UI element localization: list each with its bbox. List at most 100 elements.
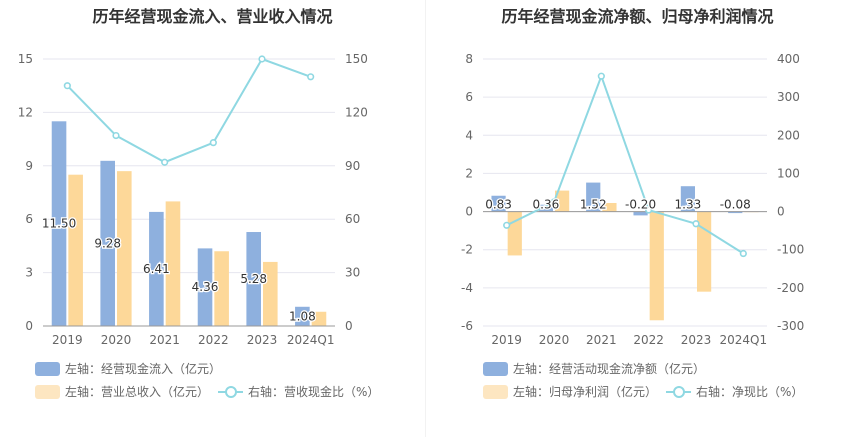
bar (165, 201, 181, 326)
line-point (550, 198, 558, 206)
legend-item-line[interactable]: 右轴：营收现金比（%） (218, 383, 379, 400)
series-line (66, 57, 312, 164)
y-left-tick-label: 2 (465, 166, 473, 180)
legend-item-bar2[interactable]: 左轴：营业总收入（亿元） (35, 383, 209, 400)
y-right-tick-label: -300 (777, 319, 804, 333)
legend-label: 左轴：经营活动现金流净额（亿元） (513, 362, 706, 376)
x-tick-label: 2024Q1 (287, 333, 335, 347)
line-point (258, 55, 266, 63)
x-tick-label: 2021 (586, 333, 617, 347)
bar (491, 195, 506, 212)
x-tick-label: 2023 (247, 333, 278, 347)
legend-label: 右轴：净现比（%） (696, 385, 804, 399)
bar (263, 261, 278, 326)
chart-title: 历年经营现金流净额、归母净利润情况 (501, 7, 774, 26)
chart-panel-right: 历年经营现金流净额、归母净利润情况 -6 -4 -2 0 2 4 6 8 -300 -200 -10… (425, 0, 850, 437)
line-point (112, 131, 120, 140)
y-right-tick-label: 60 (345, 212, 360, 226)
y-right-tick-label: -200 (777, 281, 804, 295)
data-label: -0.20 (625, 198, 656, 212)
line-point (307, 73, 315, 81)
legend-swatch-icon (35, 361, 60, 376)
bar (728, 211, 743, 214)
bar (149, 211, 164, 326)
bar (555, 190, 570, 212)
y-left-tick-label: 4 (465, 128, 473, 142)
legend-label: 右轴：营收现金比（%） (248, 385, 380, 399)
x-tick-label: 2022 (633, 333, 664, 347)
legend-label: 左轴：经营现金流入（亿元） (65, 362, 222, 376)
y-right-tick-label: 200 (777, 128, 800, 142)
bar (100, 160, 115, 326)
bar (246, 232, 261, 326)
x-tick-label: 2020 (539, 333, 570, 347)
y-left-tick-label: 8 (465, 52, 473, 66)
series-line (506, 73, 744, 255)
legend-item-bar2[interactable]: 左轴：归母净利润（亿元） (483, 383, 657, 400)
y-right-tick-label: 30 (345, 266, 360, 280)
legend-swatch-icon (483, 361, 508, 376)
y-right-tick-label: 400 (777, 52, 800, 66)
x-tick-label: 2019 (52, 333, 83, 347)
y-left-tick-label: 9 (25, 159, 33, 173)
x-tick-label: 2023 (681, 333, 712, 347)
legend-item-bar1[interactable]: 左轴：经营活动现金流净额（亿元） (483, 360, 705, 377)
y-left-tick-label: 3 (25, 266, 33, 280)
bar (633, 211, 648, 216)
data-label: 0.83 (485, 198, 512, 212)
legend-label: 左轴：营业总收入（亿元） (65, 385, 210, 399)
line-point (209, 139, 217, 147)
line-point (645, 206, 653, 214)
y-left-tick-label: 0 (465, 205, 473, 219)
data-label: -0.08 (720, 198, 751, 212)
data-label: 9.28 (94, 236, 121, 250)
bar (68, 174, 83, 326)
data-label: 5.28 (240, 272, 267, 286)
y-left-tick-label: 6 (25, 212, 33, 226)
bar (51, 121, 67, 326)
bar (586, 182, 601, 212)
data-label: 0.36 (533, 198, 560, 212)
chart-panel-left: 历年经营现金流入、营业收入情况 0 3 6 9 12 15 0 30 60 90 120 150 201… (18, 7, 380, 400)
y-right-tick-label: 100 (777, 166, 800, 180)
line-point (161, 158, 169, 166)
data-label: 4.36 (192, 280, 219, 294)
line-point (63, 82, 71, 90)
legend-line-icon (666, 385, 691, 399)
line-point (739, 249, 747, 258)
y-right-tick-label: 300 (777, 90, 800, 104)
bar (680, 186, 695, 212)
y-left-tick-label: 15 (18, 52, 33, 66)
legend-item-bar1[interactable]: 左轴：经营现金流入（亿元） (35, 360, 221, 377)
y-right-tick-label: 90 (345, 159, 360, 173)
bar (197, 248, 213, 326)
data-label: 1.08 (289, 309, 316, 323)
line-point (692, 220, 700, 228)
legend-item-line[interactable]: 右轴：净现比（%） (666, 383, 803, 400)
y-left-tick-label: -4 (461, 281, 473, 295)
y-right-tick-label: 0 (345, 319, 353, 333)
bar (117, 171, 132, 326)
chart-title: 历年经营现金流入、营业收入情况 (92, 7, 333, 26)
y-right-tick-label: 120 (345, 105, 368, 119)
bar (295, 306, 310, 326)
bar (538, 204, 553, 212)
y-left-tick-label: 6 (465, 90, 473, 104)
line-point (597, 72, 605, 80)
legend-label: 左轴：归母净利润（亿元） (513, 385, 658, 399)
panel-divider (425, 0, 426, 437)
legend-swatch-icon (35, 384, 60, 399)
x-tick-label: 2024Q1 (720, 333, 768, 347)
legend-swatch-icon (483, 384, 508, 399)
line-point (503, 221, 511, 229)
data-label: 11.50 (42, 217, 76, 231)
data-label: 1.52 (580, 198, 607, 212)
data-label: 1.33 (675, 198, 702, 212)
x-tick-label: 2020 (101, 333, 132, 347)
y-left-tick-label: 0 (25, 319, 33, 333)
chart-svg-right: -6 -4 -2 0 2 4 6 8 -300 -200 -100 0 100 200 300 400 2019… (461, 52, 804, 347)
bar (602, 202, 617, 212)
x-tick-label: 2019 (491, 333, 522, 347)
bar (311, 311, 327, 326)
